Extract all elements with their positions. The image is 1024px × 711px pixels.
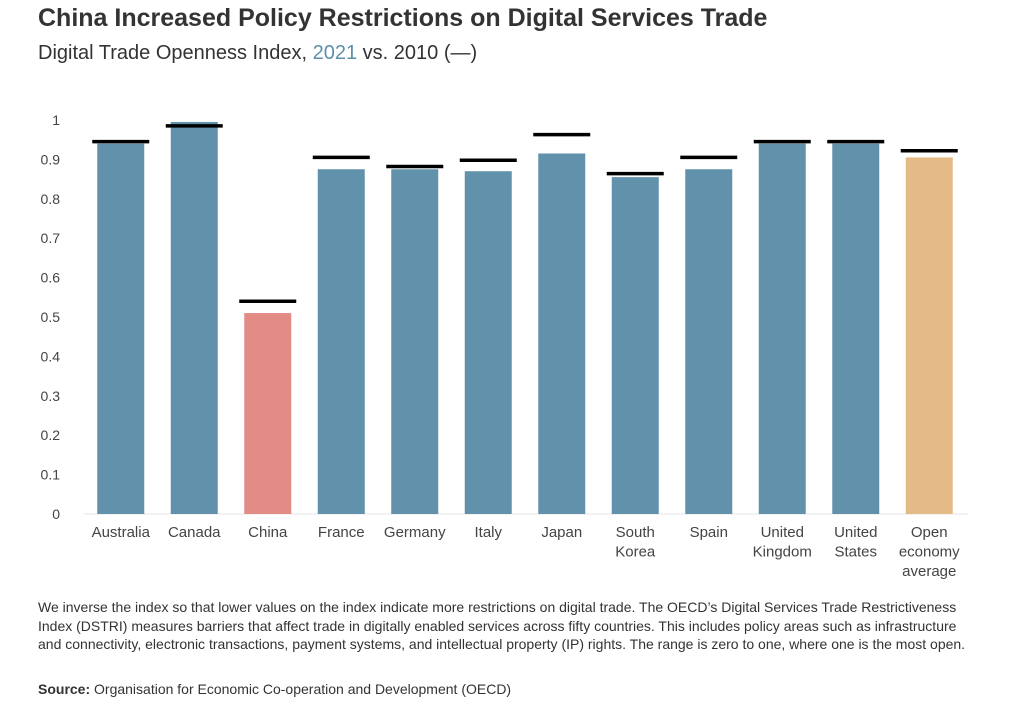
y-tick-label: 0.4 (41, 348, 61, 364)
y-tick-label: 0.9 (41, 151, 61, 167)
bar-chart: 0 0.1 0.2 0.3 0.4 0.5 0.6 0.7 0.8 0.9 1 Australia C… (41, 112, 968, 580)
x-tick-label-line: Canada (168, 524, 221, 541)
bar-2021 (170, 121, 218, 514)
x-tick-label: France (318, 524, 365, 541)
x-tick-label-line: Italy (474, 524, 502, 541)
bar-2021 (538, 153, 586, 515)
bar-2021 (685, 169, 733, 514)
x-tick-label-line: France (318, 524, 365, 541)
bar-2021 (244, 313, 292, 514)
x-tick-label-line: Australia (92, 524, 151, 541)
y-tick-label: 1 (52, 112, 60, 128)
bar-2021 (905, 157, 953, 514)
x-tick-label-line: South (616, 524, 655, 541)
x-tick-label-line: Kingdom (753, 544, 812, 561)
x-tick-label-line: average (902, 563, 956, 580)
x-axis-labels: Australia Canada China France Germany Italy Ja… (92, 524, 961, 580)
x-tick-label: Canada (168, 524, 221, 541)
x-tick-label-line: Germany (384, 524, 446, 541)
bar-2021 (758, 143, 806, 514)
x-tick-label-line: States (834, 544, 877, 561)
bars-2021 (97, 121, 953, 515)
source-text: Organisation for Economic Co-operation a… (90, 681, 512, 697)
y-tick-label: 0.2 (41, 427, 61, 443)
subtitle-highlight-2021: 2021 (312, 42, 358, 64)
source-line: Source: Organisation for Economic Co-ope… (38, 681, 511, 697)
x-tick-label: South Korea (615, 524, 656, 561)
footnote: We inverse the index so that lower value… (38, 599, 966, 652)
x-tick-label: Spain (690, 524, 728, 541)
x-tick-label: Australia (92, 524, 151, 541)
x-tick-label-line: Japan (541, 524, 582, 541)
y-axis-ticks: 0 0.1 0.2 0.3 0.4 0.5 0.6 0.7 0.8 0.9 1 (41, 112, 61, 522)
subtitle-prefix: Digital Trade Openness Index, (38, 42, 313, 64)
y-tick-label: 0 (52, 506, 60, 522)
x-tick-label-line: United (834, 524, 877, 541)
source-label: Source: (38, 681, 91, 697)
markers-2010 (92, 124, 958, 303)
x-tick-label: Open economy average (899, 524, 960, 580)
x-tick-label-line: Open (911, 524, 948, 541)
bar-2021 (317, 169, 365, 514)
y-tick-label: 0.8 (41, 191, 61, 207)
bar-2021 (611, 177, 659, 514)
x-tick-label-line: Spain (690, 524, 728, 541)
bar-2021 (97, 143, 145, 514)
x-tick-label-line: China (248, 524, 288, 541)
y-tick-label: 0.7 (41, 230, 61, 246)
y-tick-label: 0.5 (41, 309, 61, 325)
x-tick-label: Germany (384, 524, 446, 541)
x-tick-label: Italy (474, 524, 502, 541)
x-tick-label: United Kingdom (753, 524, 812, 561)
subtitle-suffix: vs. 2010 (—) (357, 42, 478, 64)
x-tick-label-line: Korea (615, 544, 656, 561)
x-tick-label-line: economy (899, 544, 960, 561)
x-tick-label-line: United (761, 524, 804, 541)
bar-2021 (464, 171, 512, 514)
x-tick-label: United States (834, 524, 877, 561)
y-tick-label: 0.6 (41, 270, 61, 286)
x-tick-label: Japan (541, 524, 582, 541)
y-tick-label: 0.3 (41, 388, 61, 404)
bar-2021 (391, 169, 439, 514)
x-tick-label: China (248, 524, 288, 541)
chart-title: China Increased Policy Restrictions on D… (38, 4, 768, 32)
bar-2021 (832, 143, 880, 514)
y-tick-label: 0.1 (41, 467, 61, 483)
chart-subtitle: Digital Trade Openness Index, 2021 vs. 2… (38, 42, 477, 65)
